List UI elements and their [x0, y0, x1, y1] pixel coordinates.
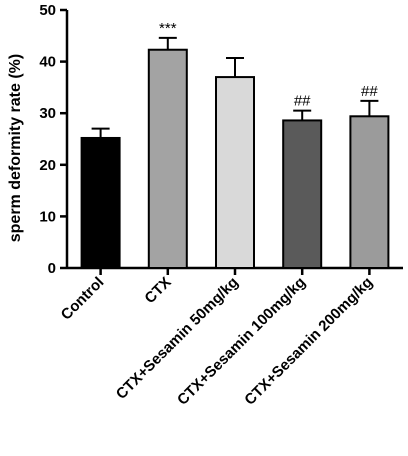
bar-5 [349, 115, 390, 269]
bar-1 [80, 136, 121, 269]
y-tick-label: 20 [39, 157, 56, 174]
y-tick-label: 30 [39, 105, 56, 122]
x-tick-label: CTX+Sesamin 200mg/kg [241, 274, 376, 409]
x-tick-label: Control [58, 274, 108, 324]
bars: *** ## ## [80, 20, 390, 270]
bar-3 [215, 76, 255, 269]
x-tick-label: CTX+Sesamin 100mg/kg [174, 274, 309, 409]
significance-marker: *** [159, 20, 177, 37]
y-tick-label: 50 [39, 2, 56, 19]
y-tick-label: 40 [39, 54, 56, 71]
significance-marker: ## [294, 93, 311, 110]
bar-4 [282, 119, 323, 270]
y-axis-ticks: 0 10 20 30 40 50 [39, 2, 67, 277]
x-tick-label: CTX [141, 274, 174, 307]
y-tick-label: 0 [48, 260, 56, 277]
significance-marker: ## [361, 83, 378, 100]
y-axis-title: sperm deformity rate (%) [7, 54, 24, 243]
y-tick-label: 10 [39, 208, 56, 225]
bar-2 [147, 48, 188, 270]
x-tick-label: CTX+Sesamin 50mg/kg [113, 274, 242, 403]
